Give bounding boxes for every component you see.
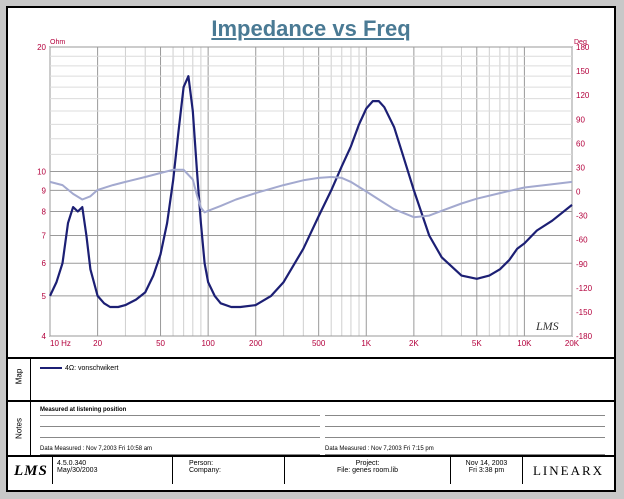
notes-right-date: Data Measured : Nov 7,2003 Fri 7:15 pm [325,446,434,452]
footer-date: Nov 14, 2003 [465,460,508,467]
notes-side-label: Notes [14,418,24,439]
y-right-tick-label: 30 [576,163,585,172]
y-right-tick-label: -60 [576,236,588,245]
legend-entry: 4Ω: vonschwikert [65,365,119,372]
x-tick-label: 5K [472,339,482,348]
x-tick-label: 10 Hz [50,339,71,348]
footer-brand: LINEARX [522,457,614,484]
y-left-tick-label: 9 [42,186,47,195]
footer-person-cell: Person: Company: [172,457,284,484]
footer-company-label: Company: [189,467,221,474]
note-rule [40,426,320,427]
note-rule [325,426,605,427]
map-side-label: Map [14,368,24,385]
side-strip-divider [30,359,31,455]
x-tick-label: 20K [565,339,580,348]
y-right-tick-label: 60 [576,139,585,148]
y-left-tick-label: 5 [42,292,47,301]
phase-series-line [49,168,573,219]
footer-time: Fri 3:38 pm [468,467,505,474]
x-tick-label: 20 [93,339,102,348]
footer-logo: LMS [14,463,48,479]
footer-date-cell: Nov 14, 2003 Fri 3:38 pm [450,457,522,484]
y-right-tick-label: 120 [576,91,590,100]
y-left-tick-label: 7 [42,232,47,241]
plot-area [49,46,573,337]
y-right-tick-label: -150 [576,308,593,317]
y-right-tick-label: -30 [576,212,588,221]
x-tick-label: 50 [156,339,165,348]
note-rule [40,454,320,455]
notes-divider [8,400,616,402]
note-rule [40,437,320,438]
y-right-tick-label: 90 [576,115,585,124]
footer-version: 4.5.0.340 [57,460,87,467]
y-left-tick-label: 8 [42,208,47,217]
y-left-tick-label: 20 [37,43,46,52]
y-right-tick-label: -90 [576,260,588,269]
y-right-tick-label: 180 [576,43,590,52]
y-right-tick-label: 150 [576,67,590,76]
chart-title: Impedance vs Freq [211,16,411,41]
note-rule [325,454,605,455]
footer-project-label: Project: [355,460,380,467]
x-tick-label: 200 [249,339,263,348]
note-rule [325,437,605,438]
y-right-axis-label: Deg [574,39,587,46]
y-left-tick-label: 6 [42,259,47,268]
footer-divider [8,455,616,457]
x-tick-label: 2K [409,339,419,348]
y-right-tick-label: -120 [576,284,593,293]
y-left-axis-label: Ohm [50,39,65,46]
footer-version-cell: 4.5.0.340 May/30/2003 [52,457,172,484]
map-divider [8,357,616,359]
notes-left-date: Data Measured : Nov 7,2003 Fri 10:58 am [40,446,153,452]
impedance-series-line [49,75,573,309]
x-tick-label: 10K [517,339,532,348]
note-rule [40,415,320,416]
footer-project-cell: Project: File: genes room.lib [284,457,450,484]
y-right-tick-label: -180 [576,332,593,341]
y-left-tick-label: 10 [37,167,46,176]
note-rule [325,415,605,416]
x-tick-label: 100 [201,339,215,348]
x-tick-label: 500 [312,339,326,348]
notes-heading: Measured at listening position [40,407,127,413]
footer-person-label: Person: [189,460,214,467]
plot-watermark: LMS [535,319,559,333]
footer-file-label: File: genes room.lib [336,467,399,474]
y-left-tick-label: 4 [42,332,47,341]
footer-version-date: May/30/2003 [57,467,98,474]
legend: 4Ω: vonschwikert [40,365,118,372]
legend-swatch [40,367,62,370]
y-right-tick-label: 0 [576,188,581,197]
x-tick-label: 1K [361,339,371,348]
